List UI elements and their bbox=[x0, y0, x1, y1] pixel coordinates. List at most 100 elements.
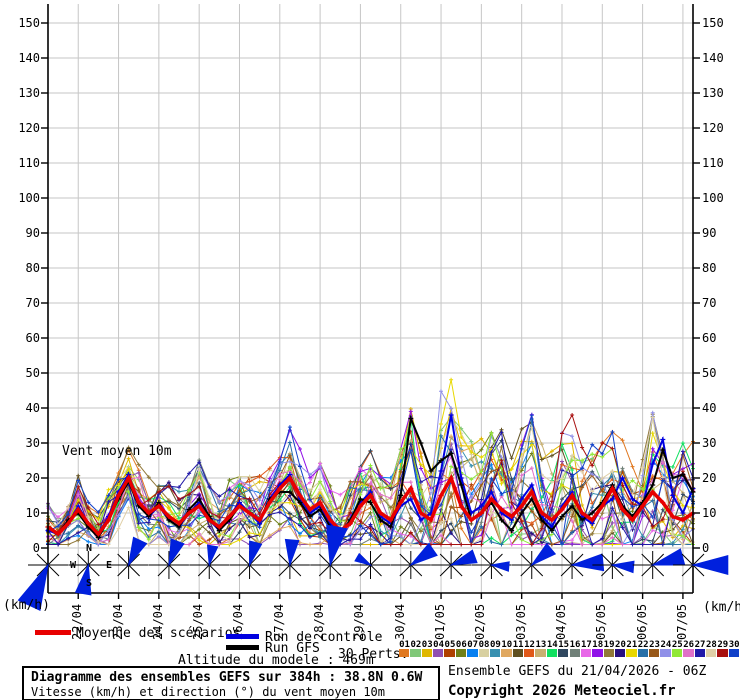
member-number-label: 26 bbox=[683, 640, 695, 650]
y-axis-label-left: 140 bbox=[18, 51, 40, 65]
compass-north-label: N bbox=[86, 543, 93, 554]
member-color-swatch bbox=[603, 649, 614, 657]
member-number-label: 08 bbox=[478, 640, 490, 650]
member-number-label: 14 bbox=[546, 640, 558, 650]
gfs-legend-label: Run GFS bbox=[265, 641, 320, 656]
wind-direction-arrow bbox=[489, 561, 510, 572]
y-axis-label-left: 60 bbox=[25, 331, 40, 345]
member-number-label: 17 bbox=[580, 640, 592, 650]
unit-label-right: (km/h) bbox=[703, 600, 740, 615]
member-color-swatch bbox=[501, 649, 512, 657]
member-number-label: 27 bbox=[694, 640, 706, 650]
y-axis-label-left: 40 bbox=[25, 401, 40, 415]
member-color-swatch bbox=[421, 649, 433, 657]
member-number-label: 20 bbox=[615, 640, 626, 650]
y-axis-label-right: 30 bbox=[702, 436, 717, 450]
member-color-swatch bbox=[705, 649, 717, 657]
member-markers bbox=[46, 377, 695, 547]
member-number-label: 02 bbox=[410, 640, 422, 650]
member-number-label: 03 bbox=[421, 640, 433, 650]
member-color-swatch bbox=[626, 649, 637, 657]
unit-label-left: (km/h) bbox=[3, 598, 50, 613]
wind-direction-arrow bbox=[449, 549, 478, 566]
member-number-label: 22 bbox=[637, 640, 649, 650]
member-number-label: 18 bbox=[592, 640, 604, 650]
y-axis-label-right: 140 bbox=[702, 51, 724, 65]
y-axis-label-right: 100 bbox=[702, 191, 724, 205]
model-altitude-label: Altitude du modele : 469m bbox=[178, 653, 374, 668]
y-axis-label-left: 20 bbox=[25, 471, 40, 485]
member-number-label: 25 bbox=[671, 640, 683, 650]
member-color-swatch bbox=[728, 649, 739, 657]
y-axis-label-right: 10 bbox=[702, 506, 717, 520]
member-number-label: 05 bbox=[444, 640, 456, 650]
member-color-swatch bbox=[660, 649, 671, 657]
y-axis-label-left: 130 bbox=[18, 86, 40, 100]
compass-east-label: E bbox=[106, 560, 113, 571]
y-axis-label-left: 150 bbox=[18, 16, 40, 30]
y-axis-label-right: 120 bbox=[702, 121, 724, 135]
member-color-swatch bbox=[683, 649, 694, 657]
member-number-label: 07 bbox=[467, 640, 479, 650]
wind-direction-arrow bbox=[206, 544, 219, 567]
wind-direction-arrow bbox=[650, 548, 686, 566]
x-axis-date-label: 04/05 bbox=[553, 603, 568, 640]
y-axis-label-left: 50 bbox=[25, 366, 40, 380]
member-number-label: 11 bbox=[512, 640, 524, 650]
x-axis-date-label: 03/05 bbox=[513, 603, 528, 640]
y-axis-label-right: 150 bbox=[702, 16, 724, 30]
member-color-swatch bbox=[467, 649, 478, 657]
member-number-label: 06 bbox=[455, 640, 467, 650]
wind-direction-arrow bbox=[691, 555, 729, 575]
wind-direction-arrow bbox=[168, 538, 185, 567]
member-color-swatch bbox=[614, 649, 626, 657]
member-number-label: 23 bbox=[649, 640, 660, 650]
wind-direction-arrow bbox=[284, 538, 300, 567]
member-number-label: 16 bbox=[569, 640, 581, 650]
wind-direction-arrow bbox=[326, 524, 348, 567]
y-axis-label-left: 10 bbox=[25, 506, 40, 520]
member-color-swatch bbox=[489, 649, 501, 657]
member-color-swatch bbox=[433, 649, 444, 657]
x-axis-date-label: 05/05 bbox=[594, 603, 609, 640]
member-color-swatch bbox=[717, 649, 728, 657]
wind-direction-arrow bbox=[354, 552, 373, 566]
member-number-label: 15 bbox=[558, 640, 570, 650]
run-info-label: Ensemble GEFS du 21/04/2026 - 06Z bbox=[448, 664, 707, 679]
y-axis-label-right: 60 bbox=[702, 331, 717, 345]
y-axis-label-right: 80 bbox=[702, 261, 717, 275]
member-color-swatch bbox=[444, 649, 455, 657]
member-number-label: 30 bbox=[728, 640, 740, 650]
wind-direction-arrow bbox=[127, 536, 148, 567]
chart-title: Vent moyen 10m bbox=[62, 444, 172, 459]
member-number-label: 29 bbox=[717, 640, 729, 650]
y-axis-label-left: 0 bbox=[32, 541, 40, 555]
member-number-label: 09 bbox=[490, 640, 501, 650]
compass-west-label: W bbox=[70, 560, 77, 571]
wind-direction-arrow bbox=[530, 542, 557, 567]
gfs-line-swatch bbox=[226, 645, 259, 650]
diagram-info-box: Diagramme des ensembles GEFS sur 384h : … bbox=[22, 666, 440, 700]
y-axis-label-left: 100 bbox=[18, 191, 40, 205]
y-axis-label-right: 20 bbox=[702, 471, 717, 485]
wind-direction-arrow bbox=[409, 542, 438, 567]
member-number-label: 21 bbox=[626, 640, 638, 650]
copyright-label: Copyright 2026 Meteociel.fr bbox=[448, 683, 676, 699]
member-color-swatch bbox=[569, 649, 580, 657]
x-axis-date-label: 07/05 bbox=[674, 603, 689, 640]
y-axis-label-right: 130 bbox=[702, 86, 724, 100]
wind-direction-arrow bbox=[17, 563, 49, 612]
member-number-label: 12 bbox=[524, 640, 535, 650]
y-axis-label-left: 70 bbox=[25, 296, 40, 310]
y-axis-label-left: 120 bbox=[18, 121, 40, 135]
x-axis-date-label: 02/05 bbox=[473, 603, 488, 640]
y-axis-label-right: 50 bbox=[702, 366, 717, 380]
wind-direction-arrow bbox=[610, 560, 635, 574]
member-color-swatch bbox=[671, 649, 683, 657]
perts-count-label: 30 Perts. bbox=[338, 647, 409, 662]
member-number-label: 24 bbox=[660, 640, 672, 650]
x-axis-date-label: 30/04 bbox=[392, 603, 407, 640]
y-axis-label-left: 110 bbox=[18, 156, 40, 170]
